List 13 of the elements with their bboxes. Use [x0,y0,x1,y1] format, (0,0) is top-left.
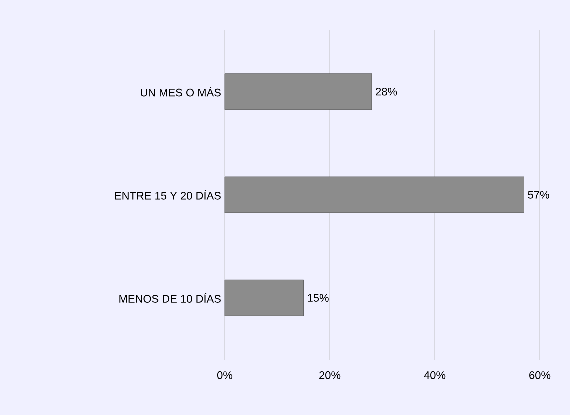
data-label: 57% [528,191,550,199]
bar [224,280,304,316]
y-tick-label: MENOS DE 10 DÍAS [120,293,221,303]
data-label: 28% [376,88,398,96]
bar [224,176,524,214]
x-tick-label: 20% [320,372,341,380]
bar [224,74,372,110]
x-tick-label: 60% [530,372,551,380]
x-tick-label: 0% [217,372,233,380]
y-tick-label: UN MES O MÁS [141,87,221,97]
data-label: 15% [308,294,329,302]
x-tick-label: 40% [424,372,446,380]
y-tick-label: ENTRE 15 Y 20 DÍAS [115,190,221,200]
